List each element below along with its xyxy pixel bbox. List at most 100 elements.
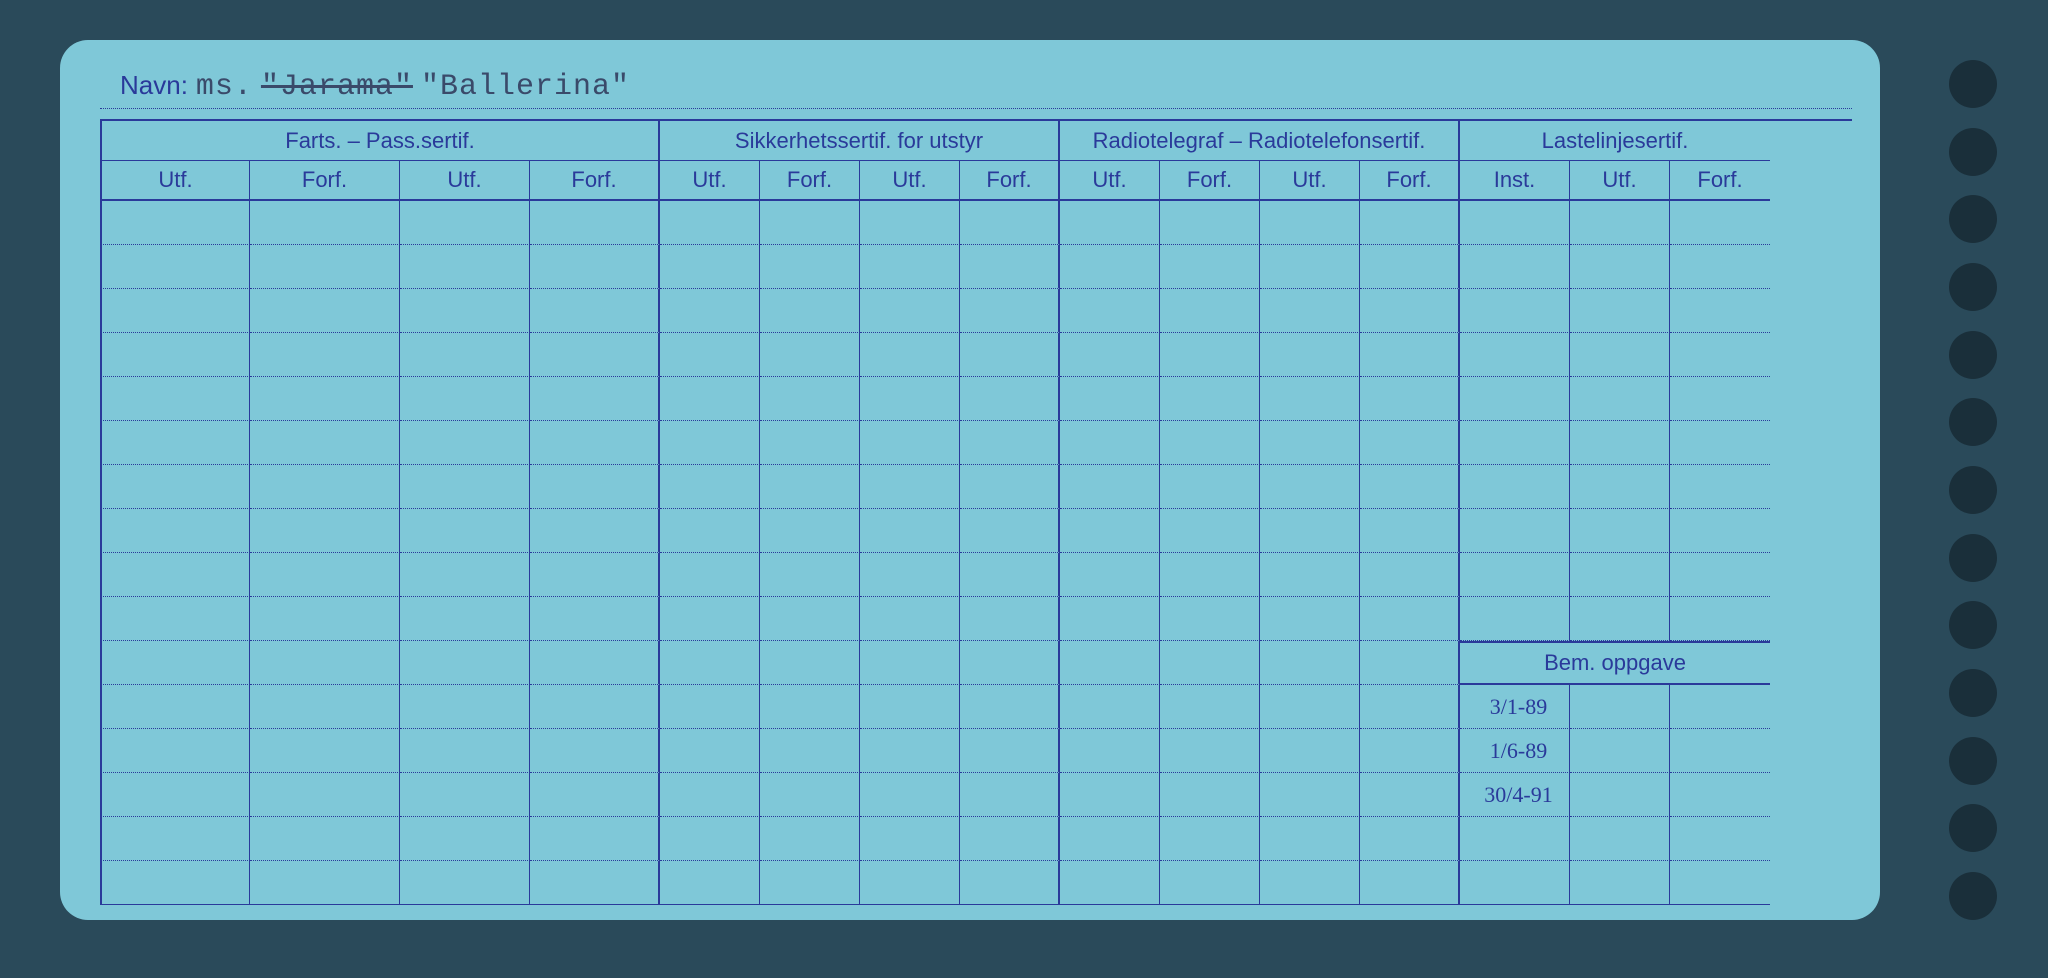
table-cell bbox=[1460, 509, 1570, 553]
table-cell bbox=[100, 245, 250, 289]
table-cell bbox=[1460, 201, 1570, 245]
sub-header: Utf. bbox=[400, 161, 530, 201]
table-cell bbox=[860, 729, 960, 773]
table-cell bbox=[400, 641, 530, 685]
table-cell bbox=[530, 861, 660, 905]
table-cell bbox=[1260, 465, 1360, 509]
table-cell bbox=[660, 245, 760, 289]
table-cell bbox=[250, 421, 400, 465]
sub-header: Utf. bbox=[100, 161, 250, 201]
table-cell bbox=[1360, 553, 1460, 597]
table-cell bbox=[660, 509, 760, 553]
table-cell bbox=[1160, 685, 1260, 729]
name-row: Navn: ms. "Jarama" "Ballerina" bbox=[100, 70, 1852, 109]
table-cell bbox=[400, 597, 530, 641]
table-cell bbox=[1260, 729, 1360, 773]
table-cell bbox=[860, 509, 960, 553]
table-cell bbox=[250, 861, 400, 905]
table-cell bbox=[1670, 553, 1770, 597]
table-cell bbox=[760, 377, 860, 421]
table-cell bbox=[1670, 509, 1770, 553]
bem-cell: 3/1-89 bbox=[1460, 685, 1570, 729]
table-cell bbox=[100, 597, 250, 641]
table-cell bbox=[860, 465, 960, 509]
sub-header: Forf. bbox=[960, 161, 1060, 201]
table-cell bbox=[530, 773, 660, 817]
bem-cell bbox=[1570, 685, 1670, 729]
table-cell bbox=[1570, 509, 1670, 553]
table-cell bbox=[250, 553, 400, 597]
table-cell bbox=[660, 333, 760, 377]
table-cell bbox=[1060, 377, 1160, 421]
table-cell bbox=[1360, 729, 1460, 773]
table-cell bbox=[1460, 597, 1570, 641]
bem-header: Bem. oppgave bbox=[1460, 641, 1770, 685]
table-cell bbox=[1570, 245, 1670, 289]
table-cell bbox=[1060, 465, 1160, 509]
table-cell bbox=[250, 333, 400, 377]
table-cell bbox=[1570, 597, 1670, 641]
table-cell bbox=[100, 421, 250, 465]
table-cell bbox=[1260, 553, 1360, 597]
table-cell bbox=[1360, 201, 1460, 245]
table-cell bbox=[1570, 333, 1670, 377]
table-cell bbox=[250, 597, 400, 641]
table-cell bbox=[1160, 641, 1260, 685]
table-cell bbox=[760, 333, 860, 377]
table-cell bbox=[250, 685, 400, 729]
table-cell bbox=[660, 597, 760, 641]
table-cell bbox=[250, 465, 400, 509]
group-header: Farts. – Pass.sertif. bbox=[100, 121, 660, 161]
table-cell bbox=[250, 729, 400, 773]
table-cell bbox=[400, 685, 530, 729]
punch-hole bbox=[1949, 669, 1997, 717]
table-cell bbox=[400, 377, 530, 421]
table-cell bbox=[1670, 289, 1770, 333]
table-cell bbox=[100, 773, 250, 817]
punch-hole bbox=[1949, 601, 1997, 649]
table-cell bbox=[1260, 597, 1360, 641]
table-cell bbox=[400, 421, 530, 465]
table-cell bbox=[530, 641, 660, 685]
table-cell bbox=[1160, 509, 1260, 553]
table-cell bbox=[1260, 333, 1360, 377]
table-cell bbox=[1160, 245, 1260, 289]
bem-cell bbox=[1670, 861, 1770, 905]
table-cell bbox=[1060, 773, 1160, 817]
table-cell bbox=[400, 465, 530, 509]
table-cell bbox=[530, 685, 660, 729]
table-cell bbox=[760, 289, 860, 333]
table-cell bbox=[1570, 553, 1670, 597]
table-cell bbox=[1160, 817, 1260, 861]
table-cell bbox=[100, 861, 250, 905]
table-cell bbox=[1670, 465, 1770, 509]
table-cell bbox=[1570, 377, 1670, 421]
table-cell bbox=[860, 597, 960, 641]
table-cell bbox=[960, 641, 1060, 685]
punch-hole bbox=[1949, 534, 1997, 582]
table-cell bbox=[530, 421, 660, 465]
table-cell bbox=[1060, 509, 1160, 553]
table-cell bbox=[530, 201, 660, 245]
punch-hole bbox=[1949, 195, 1997, 243]
table-cell bbox=[400, 289, 530, 333]
certificate-grid: Farts. – Pass.sertif.Sikkerhetssertif. f… bbox=[100, 119, 1852, 909]
table-cell bbox=[760, 597, 860, 641]
table-cell bbox=[1460, 377, 1570, 421]
sub-header: Forf. bbox=[1670, 161, 1770, 201]
table-cell bbox=[960, 553, 1060, 597]
table-cell bbox=[1360, 333, 1460, 377]
table-cell bbox=[100, 685, 250, 729]
table-cell bbox=[400, 773, 530, 817]
table-cell bbox=[1060, 817, 1160, 861]
table-cell bbox=[1060, 421, 1160, 465]
table-cell bbox=[400, 729, 530, 773]
table-cell bbox=[530, 377, 660, 421]
table-cell bbox=[100, 289, 250, 333]
table-cell bbox=[1160, 289, 1260, 333]
table-cell bbox=[1360, 773, 1460, 817]
table-cell bbox=[1260, 377, 1360, 421]
table-cell bbox=[530, 333, 660, 377]
table-cell bbox=[1260, 817, 1360, 861]
bem-cell bbox=[1570, 861, 1670, 905]
